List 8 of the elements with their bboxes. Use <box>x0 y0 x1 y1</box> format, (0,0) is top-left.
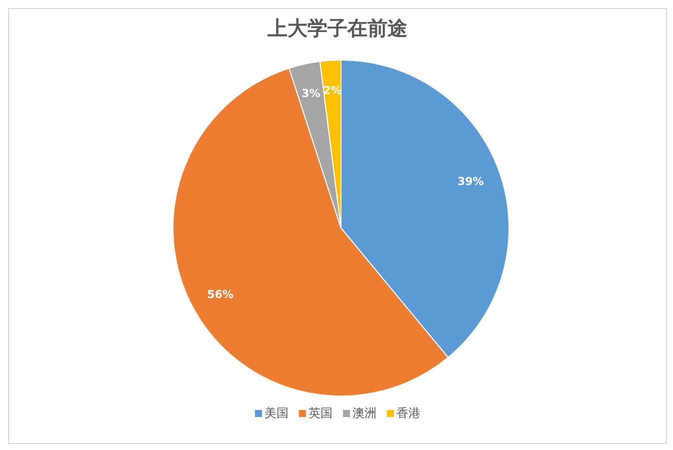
legend-label: 香港 <box>396 405 420 422</box>
data-label: 39% <box>457 174 484 188</box>
data-label: 56% <box>207 288 234 301</box>
legend-label: 美国 <box>264 405 288 422</box>
legend-label: 英国 <box>308 405 332 422</box>
legend-label: 澳洲 <box>352 405 376 422</box>
data-label: 3% <box>302 87 320 100</box>
chart-title: 上大学子在前途 <box>266 15 408 41</box>
